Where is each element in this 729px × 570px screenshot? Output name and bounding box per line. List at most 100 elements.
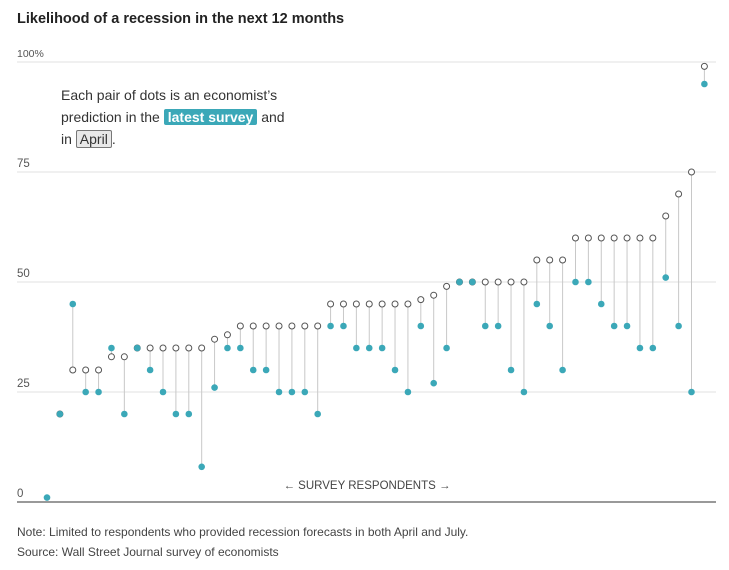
april-point <box>288 322 296 330</box>
april-point <box>275 322 283 330</box>
latest-point <box>559 366 566 374</box>
april-point <box>559 256 567 264</box>
latest-point <box>340 322 347 330</box>
latest-point <box>443 344 450 352</box>
april-point <box>520 278 528 286</box>
april-point <box>597 234 605 242</box>
latest-point <box>69 300 77 308</box>
annotation-and: and <box>261 109 285 125</box>
latest-point <box>404 388 412 396</box>
latest-point <box>365 344 373 352</box>
latest-point <box>121 410 128 418</box>
annotation-line1: Each pair of dots is an economist’s <box>61 87 278 103</box>
legend-latest-survey: latest survey <box>163 109 258 125</box>
chart-notes: Note: Limited to respondents who provide… <box>17 522 468 562</box>
april-point <box>688 168 695 176</box>
april-point <box>700 62 708 70</box>
april-point <box>172 344 180 352</box>
april-point <box>391 300 399 308</box>
april-point <box>249 322 257 330</box>
april-point <box>494 278 502 286</box>
latest-point <box>636 344 644 352</box>
annotation-period: . <box>111 131 116 147</box>
latest-point <box>146 366 154 374</box>
latest-point <box>249 366 257 374</box>
latest-point <box>237 344 244 352</box>
april-point <box>404 300 412 308</box>
latest-point <box>185 410 193 418</box>
april-point <box>327 300 335 308</box>
latest-point <box>159 388 167 396</box>
latest-point <box>95 388 102 396</box>
april-point <box>185 344 193 352</box>
april-point <box>107 353 115 361</box>
latest-point <box>701 80 708 88</box>
april-point <box>159 344 167 352</box>
latest-point <box>688 388 695 396</box>
april-point <box>662 212 670 220</box>
latest-point <box>520 388 528 396</box>
latest-point <box>108 344 115 352</box>
latest-point <box>610 322 618 330</box>
latest-point <box>481 322 489 330</box>
april-point <box>507 278 515 286</box>
april-point <box>236 322 244 330</box>
latest-point <box>262 366 270 374</box>
latest-point <box>82 388 89 396</box>
latest-point <box>211 384 218 391</box>
latest-point <box>198 463 205 471</box>
latest-point <box>391 366 399 374</box>
y-tick-label: 100% <box>17 48 44 60</box>
latest-point <box>597 300 605 308</box>
april-point <box>430 291 438 299</box>
note-text: Note: Limited to respondents who provide… <box>17 525 469 539</box>
latest-point <box>494 322 502 330</box>
latest-point <box>172 410 180 418</box>
april-point <box>584 234 592 242</box>
latest-point <box>275 388 283 396</box>
y-tick-label: 0 <box>17 488 23 500</box>
annotation-line2-prefix: prediction in the <box>61 109 160 125</box>
y-tick-label: 75 <box>17 158 30 170</box>
latest-point <box>507 366 515 374</box>
april-point <box>623 234 631 242</box>
latest-point <box>327 322 334 330</box>
april-point <box>649 234 657 242</box>
latest-point <box>469 278 476 286</box>
latest-point <box>675 322 682 330</box>
april-point <box>211 335 219 343</box>
april-point <box>571 234 579 242</box>
april-point <box>339 300 347 308</box>
latest-point <box>133 344 141 352</box>
latest-point <box>546 322 554 330</box>
x-axis-label: ← SURVEY RESPONDENTS → <box>283 480 450 492</box>
y-tick-label: 50 <box>17 268 30 280</box>
latest-point <box>314 410 321 418</box>
latest-point <box>649 344 657 352</box>
april-point <box>82 366 90 374</box>
latest-point <box>456 278 463 286</box>
latest-point <box>378 344 386 352</box>
april-point <box>546 256 554 264</box>
april-point <box>417 296 425 304</box>
latest-point <box>417 322 425 330</box>
latest-point <box>301 388 309 396</box>
april-point <box>636 234 644 242</box>
april-point <box>262 322 270 330</box>
latest-point <box>43 494 51 501</box>
april-point <box>610 234 618 242</box>
april-point <box>378 300 386 308</box>
april-point <box>533 256 541 264</box>
april-point <box>314 322 322 330</box>
april-point <box>365 300 373 308</box>
april-point <box>95 366 103 374</box>
latest-point <box>353 344 360 352</box>
latest-point <box>585 278 592 286</box>
chart-annotation: Each pair of dots is an economist’s pred… <box>61 84 285 150</box>
april-point <box>443 282 451 290</box>
april-point <box>301 322 309 330</box>
april-point <box>198 344 206 352</box>
latest-point <box>288 388 296 396</box>
april-point <box>675 190 683 198</box>
